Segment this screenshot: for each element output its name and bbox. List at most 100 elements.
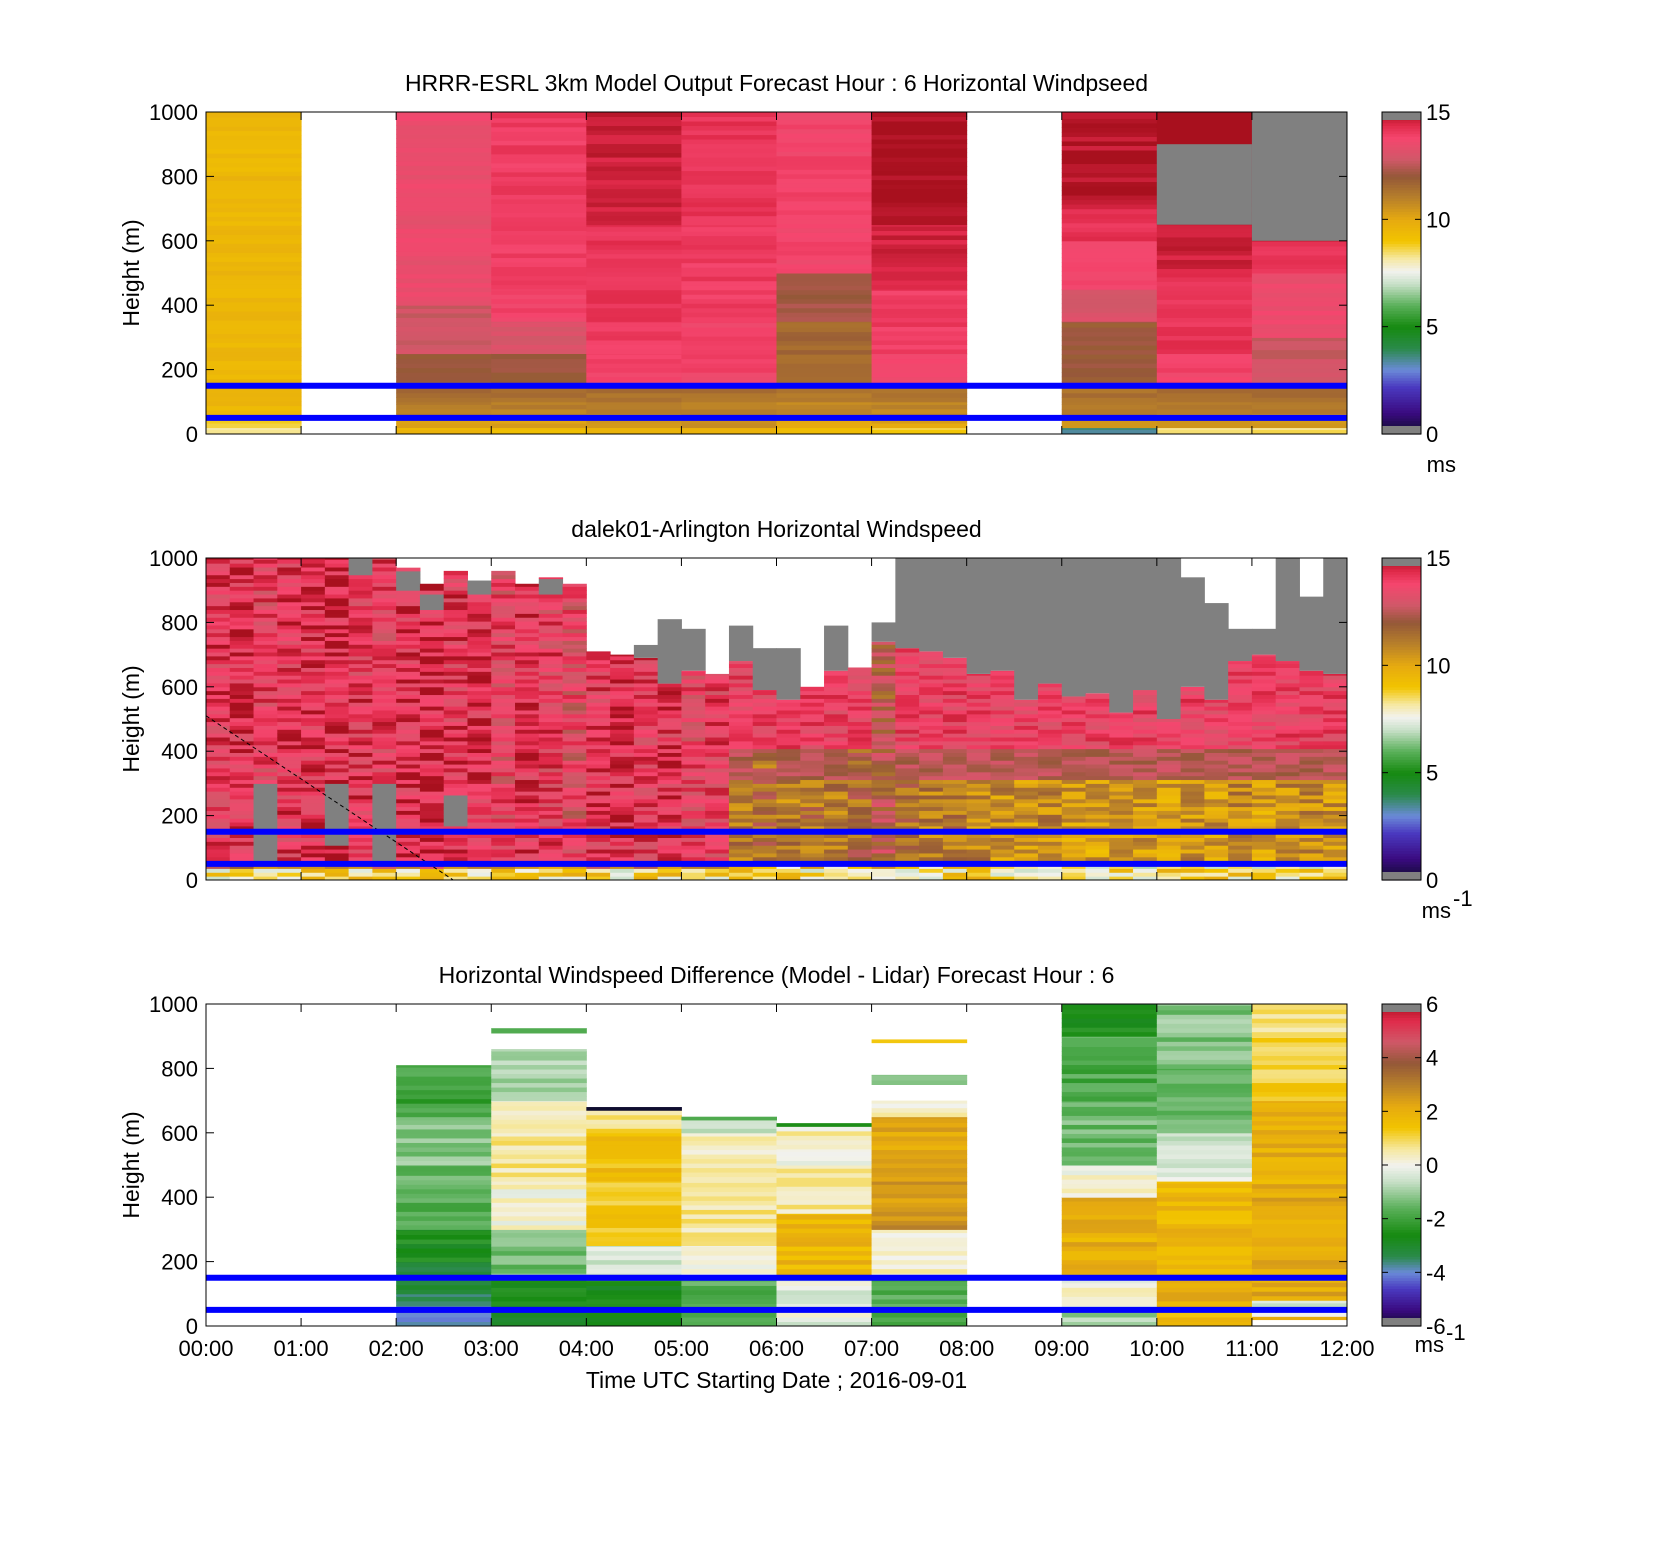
heatmap-cell xyxy=(919,667,944,672)
heatmap-cell xyxy=(1204,756,1229,761)
heatmap-cell xyxy=(681,818,706,823)
heatmap-cell xyxy=(206,378,302,384)
heatmap-cell xyxy=(491,767,516,773)
heatmap-cell xyxy=(1275,837,1300,842)
colorbar-segment xyxy=(1382,1071,1421,1075)
heatmap-cell xyxy=(419,694,445,699)
heatmap-cell xyxy=(776,401,873,405)
heatmap-cell xyxy=(776,1294,873,1300)
heatmap-cell xyxy=(396,702,421,707)
heatmap-cell xyxy=(681,1154,777,1160)
colorbar-segment xyxy=(1382,759,1421,763)
heatmap-cell xyxy=(1251,771,1277,777)
heatmap-cell xyxy=(229,798,255,804)
heatmap-cell xyxy=(301,721,326,726)
heatmap-cell xyxy=(1037,683,1063,688)
heatmap-cell xyxy=(586,725,611,730)
colorbar-segment xyxy=(1382,700,1421,704)
heatmap-cell xyxy=(1061,112,1158,115)
heatmap-cell xyxy=(681,397,777,403)
heatmap-cell xyxy=(1156,250,1253,256)
heatmap-cell xyxy=(1299,698,1324,703)
heatmap-cell xyxy=(1085,558,1110,694)
heatmap-cell xyxy=(586,837,611,842)
heatmap-cell xyxy=(348,706,373,711)
colorbar-segment xyxy=(1382,283,1421,288)
heatmap-cell xyxy=(1109,810,1134,815)
heatmap-cell xyxy=(1251,340,1347,346)
heatmap-cell xyxy=(538,791,564,796)
heatmap-cell xyxy=(1109,822,1134,827)
heatmap-cell xyxy=(1061,1031,1158,1037)
heatmap-cell xyxy=(752,694,777,699)
heatmap-cell xyxy=(1085,822,1110,827)
heatmap-cell xyxy=(491,321,587,327)
heatmap-cell xyxy=(586,148,682,154)
heatmap-cell xyxy=(396,709,421,715)
heatmap-cell xyxy=(633,682,659,688)
heatmap-cell xyxy=(491,266,587,272)
colorbar-segment xyxy=(1382,1272,1421,1276)
heatmap-cell xyxy=(396,717,421,723)
heatmap-cell xyxy=(966,760,991,765)
heatmap-cell xyxy=(681,756,706,761)
heatmap-cell xyxy=(396,138,492,144)
heatmap-cell xyxy=(1133,698,1158,703)
heatmap-cell xyxy=(229,694,255,699)
heatmap-cell xyxy=(942,783,968,788)
colorbar-segment xyxy=(1382,120,1421,124)
heatmap-cell xyxy=(1323,706,1347,711)
heatmap-cell xyxy=(324,794,350,800)
heatmap-cell xyxy=(229,605,255,611)
colorbar-segment xyxy=(1382,574,1421,578)
heatmap-cell xyxy=(1061,721,1087,726)
heatmap-cell xyxy=(871,1079,968,1085)
heatmap-cell xyxy=(348,652,373,657)
heatmap-cell xyxy=(396,282,492,288)
heatmap-cell xyxy=(515,709,540,715)
heatmap-cell xyxy=(1228,775,1253,781)
heatmap-cell xyxy=(776,818,801,823)
heatmap-cell xyxy=(467,717,492,723)
heatmap-cell xyxy=(443,713,468,719)
heatmap-cell xyxy=(1061,872,1087,877)
heatmap-cell xyxy=(253,702,278,707)
heatmap-cell xyxy=(681,1213,777,1219)
heatmap-cell xyxy=(562,845,587,850)
heatmap-cell xyxy=(776,783,801,788)
heatmap-cell xyxy=(562,717,587,723)
heatmap-cell xyxy=(396,578,421,583)
colorbar-segment xyxy=(1382,213,1421,218)
heatmap-cell xyxy=(776,1168,873,1174)
heatmap-cell xyxy=(1037,702,1063,707)
heatmap-cell xyxy=(895,717,920,723)
heatmap-cell xyxy=(538,787,564,792)
heatmap-cell xyxy=(277,760,302,765)
heatmap-cell xyxy=(206,740,231,746)
heatmap-cell xyxy=(824,721,849,726)
heatmap-cell xyxy=(515,852,540,858)
heatmap-cell xyxy=(1061,140,1158,146)
heatmap-cell xyxy=(491,744,516,750)
heatmap-cell xyxy=(301,574,326,580)
colorbar-segment xyxy=(1382,1065,1421,1069)
heatmap-cell xyxy=(396,1142,492,1148)
heatmap-cell xyxy=(324,841,350,846)
heatmap-cell xyxy=(538,814,564,819)
heatmap-cell xyxy=(1156,1096,1253,1102)
heatmap-cell xyxy=(610,679,635,684)
heatmap-cell xyxy=(324,578,350,583)
heatmap-cell xyxy=(586,1140,682,1146)
heatmap-cell xyxy=(1156,1172,1253,1178)
heatmap-cell xyxy=(752,833,777,838)
heatmap-cell xyxy=(1299,706,1324,711)
heatmap-cell xyxy=(277,725,302,730)
heatmap-cell xyxy=(1204,729,1229,734)
heatmap-cell xyxy=(206,180,302,186)
heatmap-cell xyxy=(419,818,445,823)
heatmap-cell xyxy=(942,764,968,769)
heatmap-cell xyxy=(824,837,849,842)
heatmap-cell xyxy=(491,171,587,177)
heatmap-cell xyxy=(301,767,326,773)
heatmap-cell xyxy=(752,791,777,796)
